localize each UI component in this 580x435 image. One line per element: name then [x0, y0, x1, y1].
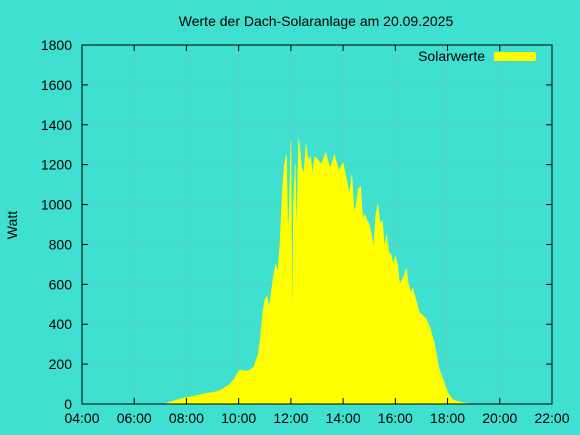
y-tick-label: 1800	[41, 37, 72, 53]
x-tick-label: 16:00	[378, 410, 413, 426]
axis-ticks: 04:00 06:00 08:00 10:00 12:00 14:00 16:00 18:00…	[41, 37, 570, 426]
plot-frame	[81, 44, 553, 405]
y-tick-label: 0	[64, 396, 72, 412]
y-axis-label: Watt	[4, 211, 20, 239]
chart-title: Werte der Dach-Solaranlage am 20.09.2025	[179, 13, 454, 29]
y-tick-label: 200	[49, 356, 73, 372]
x-tick-label: 18:00	[430, 410, 465, 426]
x-tick-label: 04:00	[64, 410, 99, 426]
x-tick-label: 22:00	[534, 410, 569, 426]
y-tick-label: 1400	[41, 117, 72, 133]
data-series-area	[164, 138, 474, 405]
y-tick-label: 400	[49, 316, 73, 332]
area-series-solarwerte	[164, 138, 474, 405]
legend: Solarwerte	[418, 48, 536, 64]
y-tick-label: 1600	[41, 77, 72, 93]
x-tick-label: 14:00	[326, 410, 361, 426]
y-tick-label: 800	[49, 236, 73, 252]
y-tick-label: 1200	[41, 157, 72, 173]
x-tick-label: 12:00	[273, 410, 308, 426]
legend-swatch-solarwerte	[494, 52, 536, 61]
x-tick-label: 06:00	[117, 410, 152, 426]
x-tick-label: 20:00	[482, 410, 517, 426]
y-tick-label: 600	[49, 276, 73, 292]
legend-label-solarwerte: Solarwerte	[418, 48, 485, 64]
x-tick-label: 08:00	[169, 410, 204, 426]
x-tick-label: 10:00	[221, 410, 256, 426]
y-tick-label: 1000	[41, 197, 72, 213]
